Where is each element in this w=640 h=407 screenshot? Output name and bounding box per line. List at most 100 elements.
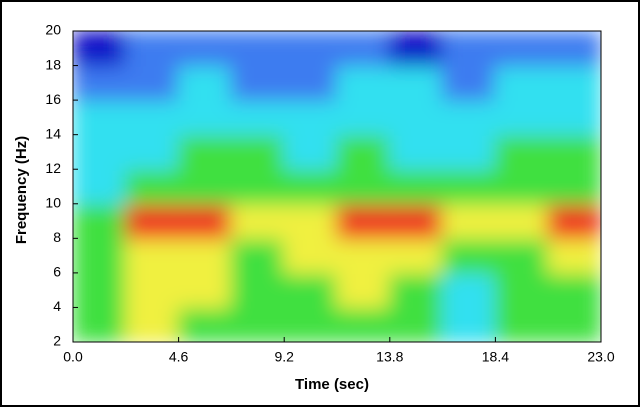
heatmap-cell <box>388 133 444 171</box>
heatmap-cell <box>177 202 233 240</box>
heatmap-cell <box>336 306 391 342</box>
heatmap-cell <box>441 64 497 102</box>
heatmap-cell <box>230 133 286 171</box>
heatmap-cell <box>547 237 601 274</box>
y-tick-label: 20 <box>45 22 61 38</box>
heatmap-cell <box>283 202 338 240</box>
heatmap-cell <box>336 202 391 240</box>
heatmap-cell <box>283 31 338 67</box>
heatmap-cell <box>124 202 180 240</box>
heatmap-cell <box>177 306 233 342</box>
heatmap-cell <box>494 202 550 240</box>
x-tick-label: 23.0 <box>587 349 614 365</box>
heatmap-cell <box>283 271 338 309</box>
heatmap-cell <box>441 271 497 309</box>
heatmap-cell <box>124 271 180 309</box>
heatmap-cell <box>388 306 444 342</box>
heatmap-cell <box>230 31 286 67</box>
heatmap-cell <box>441 31 497 67</box>
heatmap-cell <box>283 237 338 274</box>
heatmap-cell <box>336 133 391 171</box>
heatmap-cell <box>177 64 233 102</box>
heatmap-cell <box>494 306 550 342</box>
y-tick-label: 10 <box>45 194 61 210</box>
heatmap-cell <box>177 99 233 136</box>
x-tick-label: 13.8 <box>376 349 403 365</box>
heatmap-cell <box>73 168 127 205</box>
heatmap-cell <box>336 271 391 309</box>
y-tick-label: 14 <box>45 125 61 141</box>
heatmap-cell <box>494 31 550 67</box>
heatmap-cell <box>230 99 286 136</box>
y-tick-label: 16 <box>45 91 61 107</box>
heatmap-cell <box>547 306 601 342</box>
heatmap-cell <box>283 99 338 136</box>
heatmap <box>73 31 601 342</box>
x-tick-label: 0.0 <box>63 349 83 365</box>
heatmap-cell <box>547 31 601 67</box>
heatmap-cell <box>547 133 601 171</box>
heatmap-cell <box>73 133 127 171</box>
heatmap-cell <box>230 271 286 309</box>
heatmap-cell <box>547 64 601 102</box>
heatmap-cell <box>494 99 550 136</box>
heatmap-cell <box>177 237 233 274</box>
x-tick-label: 18.4 <box>482 349 509 365</box>
heatmap-cell <box>124 31 180 67</box>
y-tick-label: 6 <box>53 264 61 280</box>
heatmap-cell <box>388 271 444 309</box>
heatmap-cell <box>230 237 286 274</box>
y-tick-label: 12 <box>45 160 61 176</box>
heatmap-cell <box>283 168 338 205</box>
heatmap-cell <box>73 271 127 309</box>
heatmap-cell <box>441 306 497 342</box>
heatmap-cell <box>177 133 233 171</box>
heatmap-cell <box>336 64 391 102</box>
x-tick-label: 9.2 <box>274 349 294 365</box>
x-axis-title: Time (sec) <box>295 376 369 393</box>
heatmap-cell <box>73 31 127 67</box>
heatmap-cell <box>230 306 286 342</box>
heatmap-cell <box>336 31 391 67</box>
heatmap-cell <box>73 306 127 342</box>
heatmap-cell <box>441 99 497 136</box>
heatmap-cell <box>494 271 550 309</box>
heatmap-cell <box>124 64 180 102</box>
heatmap-cell <box>177 168 233 205</box>
y-tick-label: 4 <box>53 298 61 314</box>
heatmap-cell <box>230 64 286 102</box>
heatmap-cell <box>124 133 180 171</box>
heatmap-cell <box>547 99 601 136</box>
heatmap-cell <box>73 202 127 240</box>
heatmap-cell <box>73 64 127 102</box>
heatmap-cells <box>73 31 601 342</box>
heatmap-cell <box>230 168 286 205</box>
heatmap-cell <box>388 168 444 205</box>
heatmap-cell <box>388 64 444 102</box>
heatmap-cell <box>388 202 444 240</box>
heatmap-cell <box>336 99 391 136</box>
heatmap-cell <box>73 99 127 136</box>
heatmap-cell <box>441 202 497 240</box>
heatmap-cell <box>230 202 286 240</box>
heatmap-cell <box>177 31 233 67</box>
heatmap-cell <box>177 271 233 309</box>
heatmap-cell <box>124 99 180 136</box>
heatmap-cell <box>494 64 550 102</box>
heatmap-cell <box>494 133 550 171</box>
heatmap-cell <box>494 237 550 274</box>
heatmap-cell <box>441 168 497 205</box>
heatmap-cell <box>547 202 601 240</box>
heatmap-cell <box>388 31 444 67</box>
heatmap-cell <box>336 168 391 205</box>
y-tick-label: 2 <box>53 333 61 349</box>
heatmap-cell <box>283 64 338 102</box>
y-axis-title: Frequency (Hz) <box>13 136 30 244</box>
y-tick-label: 18 <box>45 56 61 72</box>
heatmap-cell <box>336 237 391 274</box>
heatmap-cell <box>494 168 550 205</box>
y-tick-label: 8 <box>53 229 61 245</box>
heatmap-cell <box>388 99 444 136</box>
